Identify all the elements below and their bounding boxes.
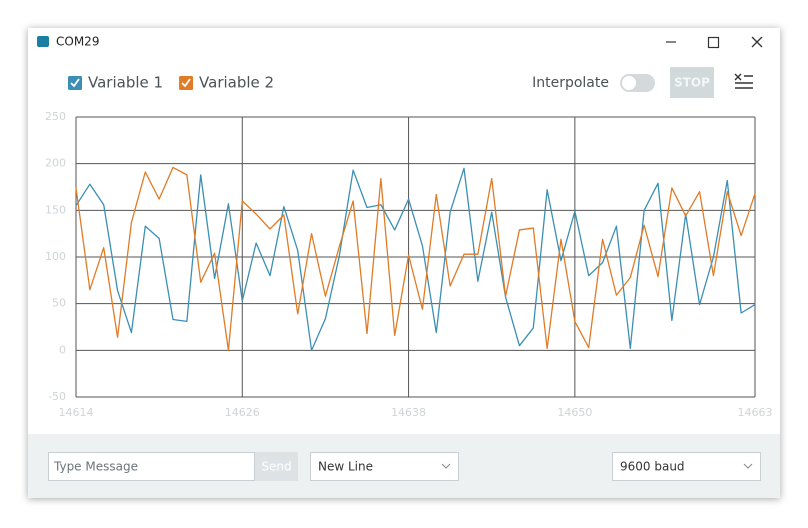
legend-label: Variable 2 [199,74,274,92]
maximize-button[interactable] [707,36,720,49]
y-tick-label: 200 [45,157,66,170]
y-tick-label: 100 [45,250,66,263]
interpolate-label: Interpolate [532,75,609,91]
legend-checkbox[interactable] [68,76,82,90]
y-tick-label: -50 [48,390,66,403]
stop-label: STOP [674,76,710,90]
window-title: COM29 [56,35,99,49]
x-tick-label: 14638 [391,406,426,419]
legend: Variable 1 Variable 2 [68,74,274,92]
x-tick-label: 14614 [59,406,94,419]
line-ending-label: New Line [318,460,373,474]
message-placeholder: Type Message [53,460,138,474]
legend-checkbox[interactable] [179,76,194,90]
send-label: Send [261,460,291,474]
series-line [75,166,756,351]
y-tick-label: 50 [52,297,66,310]
baud-label: 9600 baud [620,460,685,474]
dropdown-arrow [743,463,753,469]
stop-button[interactable] [670,67,714,98]
send-button[interactable] [255,452,298,481]
close-button[interactable] [751,36,763,48]
legend-label: Variable 1 [88,74,163,92]
legend-item[interactable]: Variable 2 [179,74,274,92]
y-tick-label: 150 [45,203,66,216]
dropdown-arrow [441,463,451,469]
message-input[interactable] [48,452,255,481]
legend-item[interactable]: Variable 1 [68,74,163,92]
toggle-knob [622,76,636,90]
baud-select[interactable] [612,452,761,481]
x-tick-label: 14626 [225,406,260,419]
plot: -50 0 50 100 150 200 250 14614 14626 14638 14650 14… [45,110,773,419]
check-mark [70,78,80,88]
x-tick-label: 14650 [557,406,592,419]
check-mark [181,78,191,88]
x-tick-label: 14663 [738,406,773,419]
line-ending-select[interactable] [310,452,459,481]
app-icon [37,36,49,47]
y-tick-label: 0 [59,343,66,356]
y-tick-label: 250 [45,110,66,123]
clear-button[interactable] [734,73,753,89]
